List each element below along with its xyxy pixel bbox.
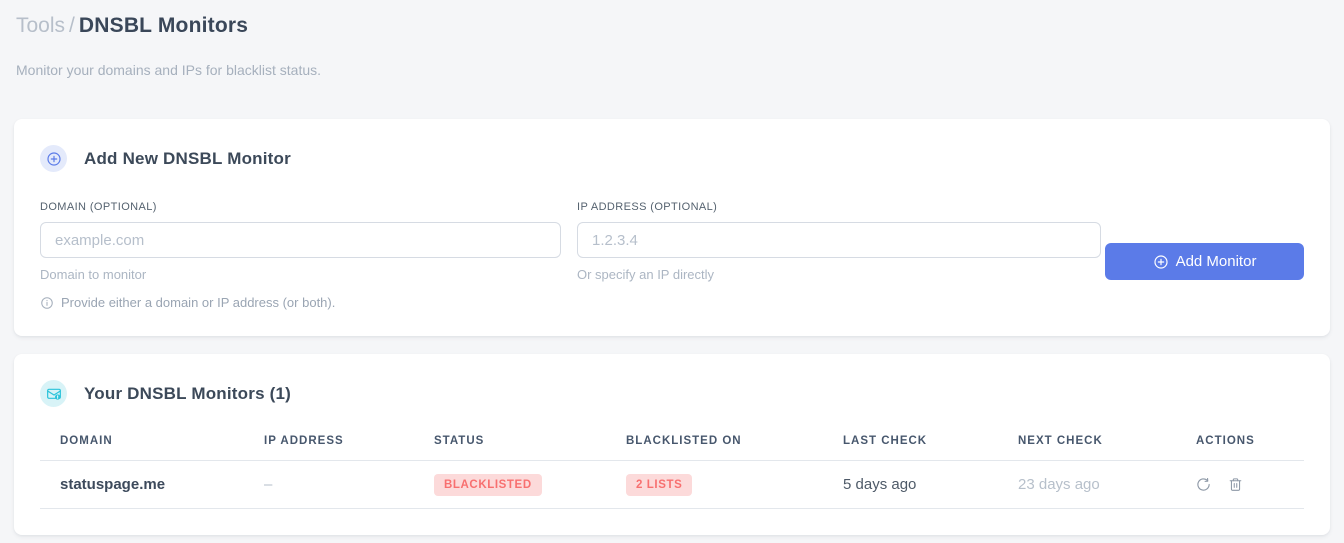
- domain-field-group: DOMAIN (OPTIONAL) Domain to monitor Prov…: [40, 201, 561, 310]
- ip-input[interactable]: [577, 222, 1101, 258]
- table-header-row: DOMAIN IP ADDRESS STATUS BLACKLISTED ON …: [40, 425, 1304, 461]
- plus-circle-icon: [40, 145, 67, 172]
- ip-field-group: IP ADDRESS (OPTIONAL) Or specify an IP d…: [577, 201, 1101, 310]
- breadcrumb-separator: /: [69, 14, 75, 37]
- submit-button-col: Add Monitor: [1101, 201, 1304, 310]
- column-header-ip-address: IP ADDRESS: [264, 425, 434, 461]
- add-monitor-card-header: Add New DNSBL Monitor: [40, 145, 1304, 172]
- breadcrumb: Tools / DNSBL Monitors: [16, 13, 1328, 39]
- domain-field-label: DOMAIN (OPTIONAL): [40, 201, 157, 213]
- monitors-table: DOMAIN IP ADDRESS STATUS BLACKLISTED ON …: [40, 425, 1304, 509]
- page-header: Tools / DNSBL Monitors Monitor your domain…: [14, 0, 1330, 78]
- domain-input[interactable]: [40, 222, 561, 258]
- form-note: Provide either a domain or IP address (o…: [40, 295, 561, 310]
- add-monitor-card: Add New DNSBL Monitor DOMAIN (OPTIONAL) …: [14, 119, 1330, 336]
- monitor-blacklisted-on-cell: 2 LISTS: [626, 460, 843, 509]
- form-note-text: Provide either a domain or IP address (o…: [61, 295, 336, 310]
- trash-icon: [1229, 478, 1242, 491]
- monitors-card: Your DNSBL Monitors (1) DOMAIN IP ADDRES…: [14, 354, 1330, 535]
- monitor-next-check: 23 days ago: [1018, 460, 1196, 509]
- refresh-monitor-button[interactable]: [1196, 477, 1211, 492]
- monitors-card-header: Your DNSBL Monitors (1): [40, 380, 1304, 407]
- delete-monitor-button[interactable]: [1228, 477, 1243, 492]
- monitor-domain: statuspage.me: [40, 460, 264, 509]
- monitor-actions-cell: [1196, 460, 1304, 509]
- add-monitor-button[interactable]: Add Monitor: [1105, 243, 1304, 280]
- status-badge: BLACKLISTED: [434, 473, 542, 496]
- ip-field-label: IP ADDRESS (OPTIONAL): [577, 201, 718, 213]
- add-monitor-card-title: Add New DNSBL Monitor: [84, 148, 291, 168]
- monitors-card-title: Your DNSBL Monitors (1): [84, 383, 292, 403]
- add-monitor-button-label: Add Monitor: [1175, 253, 1257, 270]
- column-header-blacklisted-on: BLACKLISTED ON: [626, 425, 843, 461]
- add-monitor-form: DOMAIN (OPTIONAL) Domain to monitor Prov…: [40, 201, 1304, 310]
- monitor-status-cell: BLACKLISTED: [434, 460, 626, 509]
- blacklisted-on-badge[interactable]: 2 LISTS: [626, 473, 693, 496]
- refresh-icon: [1197, 478, 1210, 491]
- plus-circle-icon: [1153, 254, 1168, 269]
- monitor-ip: –: [264, 460, 434, 509]
- ip-field-helper: Or specify an IP directly: [577, 267, 715, 282]
- page-title: DNSBL Monitors: [78, 14, 249, 37]
- column-header-domain: DOMAIN: [40, 425, 264, 461]
- column-header-last-check: LAST CHECK: [843, 425, 1018, 461]
- column-header-next-check: NEXT CHECK: [1018, 425, 1196, 461]
- domain-field-helper: Domain to monitor: [40, 267, 147, 282]
- table-row: statuspage.me – BLACKLISTED 2 LISTS 5 da…: [40, 460, 1304, 509]
- breadcrumb-tools-link[interactable]: Tools: [16, 14, 66, 37]
- monitor-last-check: 5 days ago: [843, 460, 1018, 509]
- column-header-actions: ACTIONS: [1196, 425, 1304, 461]
- info-icon: [41, 296, 53, 309]
- page-subtitle: Monitor your domains and IPs for blackli…: [16, 62, 322, 78]
- column-header-status: STATUS: [434, 425, 626, 461]
- mail-alert-icon: [40, 380, 67, 407]
